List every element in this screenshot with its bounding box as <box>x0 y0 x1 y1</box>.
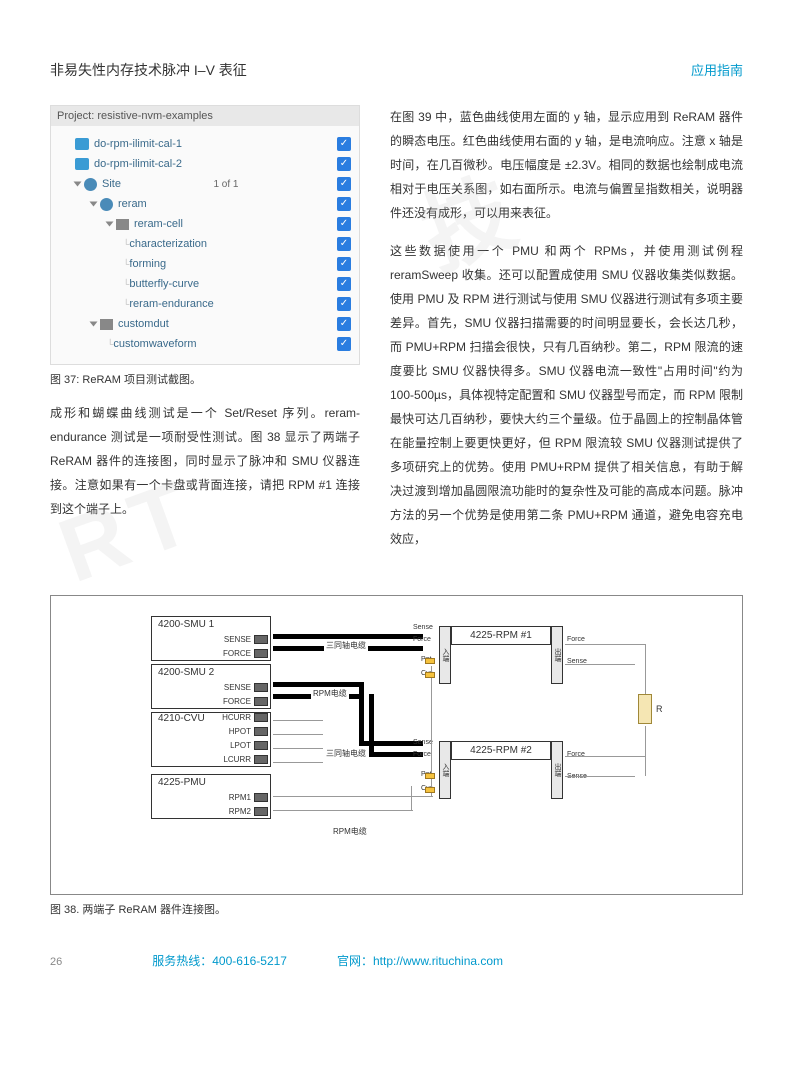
film-icon <box>75 138 89 150</box>
connection-diagram: 4200-SMU 1 SENSE FORCE 4200-SMU 2 SENSE … <box>50 595 743 895</box>
tree-label: customwaveform <box>113 338 196 350</box>
figure-38-caption: 图 38. 两端子 ReRAM 器件连接图。 <box>50 901 743 917</box>
check-icon: ✓ <box>337 337 351 351</box>
globe-icon <box>100 198 113 211</box>
check-icon: ✓ <box>337 257 351 271</box>
rpm2-in-side: 入端 <box>439 741 451 799</box>
tree-item[interactable]: do-rpm-ilimit-cal-1 ✓ <box>59 134 351 154</box>
chip-icon <box>116 219 129 230</box>
tree-item[interactable]: reram-cell ✓ <box>59 214 351 234</box>
doc-tag: 应用指南 <box>691 60 743 79</box>
rpm2-box: 4225-RPM #2 <box>451 741 551 760</box>
check-icon: ✓ <box>337 217 351 231</box>
check-icon: ✓ <box>337 317 351 331</box>
chip-icon <box>100 319 113 330</box>
hotline: 服务热线：400-616-5217 <box>152 952 287 969</box>
tree-label: characterization <box>129 238 207 250</box>
doc-title: 非易失性内存技术脉冲 I–V 表征 <box>50 60 247 80</box>
tree-label: reram-endurance <box>129 298 213 310</box>
check-icon: ✓ <box>337 197 351 211</box>
project-tree-panel: Project: resistive-nvm-examples do-rpm-i… <box>50 105 360 365</box>
tree-item[interactable]: Site1 of 1✓ <box>59 174 351 194</box>
pmu-title: 4225-PMU <box>152 775 270 790</box>
rpm1-in-side: 入端 <box>439 626 451 684</box>
check-icon: ✓ <box>337 297 351 311</box>
smu2-title: 4200-SMU 2 <box>152 665 270 680</box>
tree-item[interactable]: customdut ✓ <box>59 314 351 334</box>
cvu-title: 4210-CVU <box>152 711 211 726</box>
tree-item[interactable]: └ customwaveform✓ <box>59 334 351 354</box>
tree-label: butterfly-curve <box>129 278 199 290</box>
tree-item[interactable]: reram ✓ <box>59 194 351 214</box>
module-smu1: 4200-SMU 1 SENSE FORCE <box>151 616 271 661</box>
module-smu2: 4200-SMU 2 SENSE FORCE <box>151 664 271 709</box>
check-icon: ✓ <box>337 177 351 191</box>
check-icon: ✓ <box>337 157 351 171</box>
film-icon <box>75 158 89 170</box>
tree-item[interactable]: └ reram-endurance✓ <box>59 294 351 314</box>
project-title: Project: resistive-nvm-examples <box>51 106 359 126</box>
tree-item[interactable]: └ characterization✓ <box>59 234 351 254</box>
page-footer: 26 服务热线：400-616-5217 官网：http://www.rituc… <box>50 952 743 969</box>
rpm1-box: 4225-RPM #1 <box>451 626 551 645</box>
rpm-cable-label-2: RPM电缆 <box>331 826 369 837</box>
site-label: 官网： <box>337 954 373 968</box>
resistor-label: R <box>656 704 663 714</box>
tree-label: reram <box>118 198 147 210</box>
smu1-title: 4200-SMU 1 <box>152 617 270 632</box>
page-header: 非易失性内存技术脉冲 I–V 表征 应用指南 <box>50 60 743 80</box>
rpm2-out-side: 出端 <box>551 741 563 799</box>
right-paragraph-1: 在图 39 中，蓝色曲线使用左面的 y 轴，显示应用到 ReRAM 器件的瞬态电… <box>390 105 743 225</box>
tree-item[interactable]: └ butterfly-curve✓ <box>59 274 351 294</box>
check-icon: ✓ <box>337 277 351 291</box>
tree-label: do-rpm-ilimit-cal-1 <box>94 138 182 150</box>
resistor-dut <box>638 694 652 724</box>
tree-label: reram-cell <box>134 218 183 230</box>
right-paragraph-2: 这些数据使用一个 PMU 和两个 RPMs，并使用测试例程 reramSweep… <box>390 239 743 551</box>
page-number: 26 <box>50 956 62 968</box>
left-paragraph: 成形和蝴蝶曲线测试是一个 Set/Reset 序列。reram-enduranc… <box>50 401 360 521</box>
check-icon: ✓ <box>337 137 351 151</box>
site-url[interactable]: http://www.rituchina.com <box>373 954 503 968</box>
tree-label: Site <box>102 178 121 190</box>
module-cvu: 4210-CVU HCURR HPOT LPOT LCURR <box>151 712 271 767</box>
tree-label: customdut <box>118 318 169 330</box>
globe-icon <box>84 178 97 191</box>
triax-label-1: 三同轴电缆 <box>324 640 368 651</box>
module-pmu: 4225-PMU RPM1 RPM2 <box>151 774 271 819</box>
rpm1-out-side: 出端 <box>551 626 563 684</box>
rpm-cable-label-1: RPM电缆 <box>311 688 349 699</box>
tree-label: do-rpm-ilimit-cal-2 <box>94 158 182 170</box>
tree-item[interactable]: do-rpm-ilimit-cal-2 ✓ <box>59 154 351 174</box>
figure-37-caption: 图 37: ReRAM 项目测试截图。 <box>50 371 360 387</box>
tree-label: forming <box>129 258 166 270</box>
tree-item[interactable]: └ forming✓ <box>59 254 351 274</box>
triax-label-2: 三同轴电缆 <box>324 748 368 759</box>
check-icon: ✓ <box>337 237 351 251</box>
